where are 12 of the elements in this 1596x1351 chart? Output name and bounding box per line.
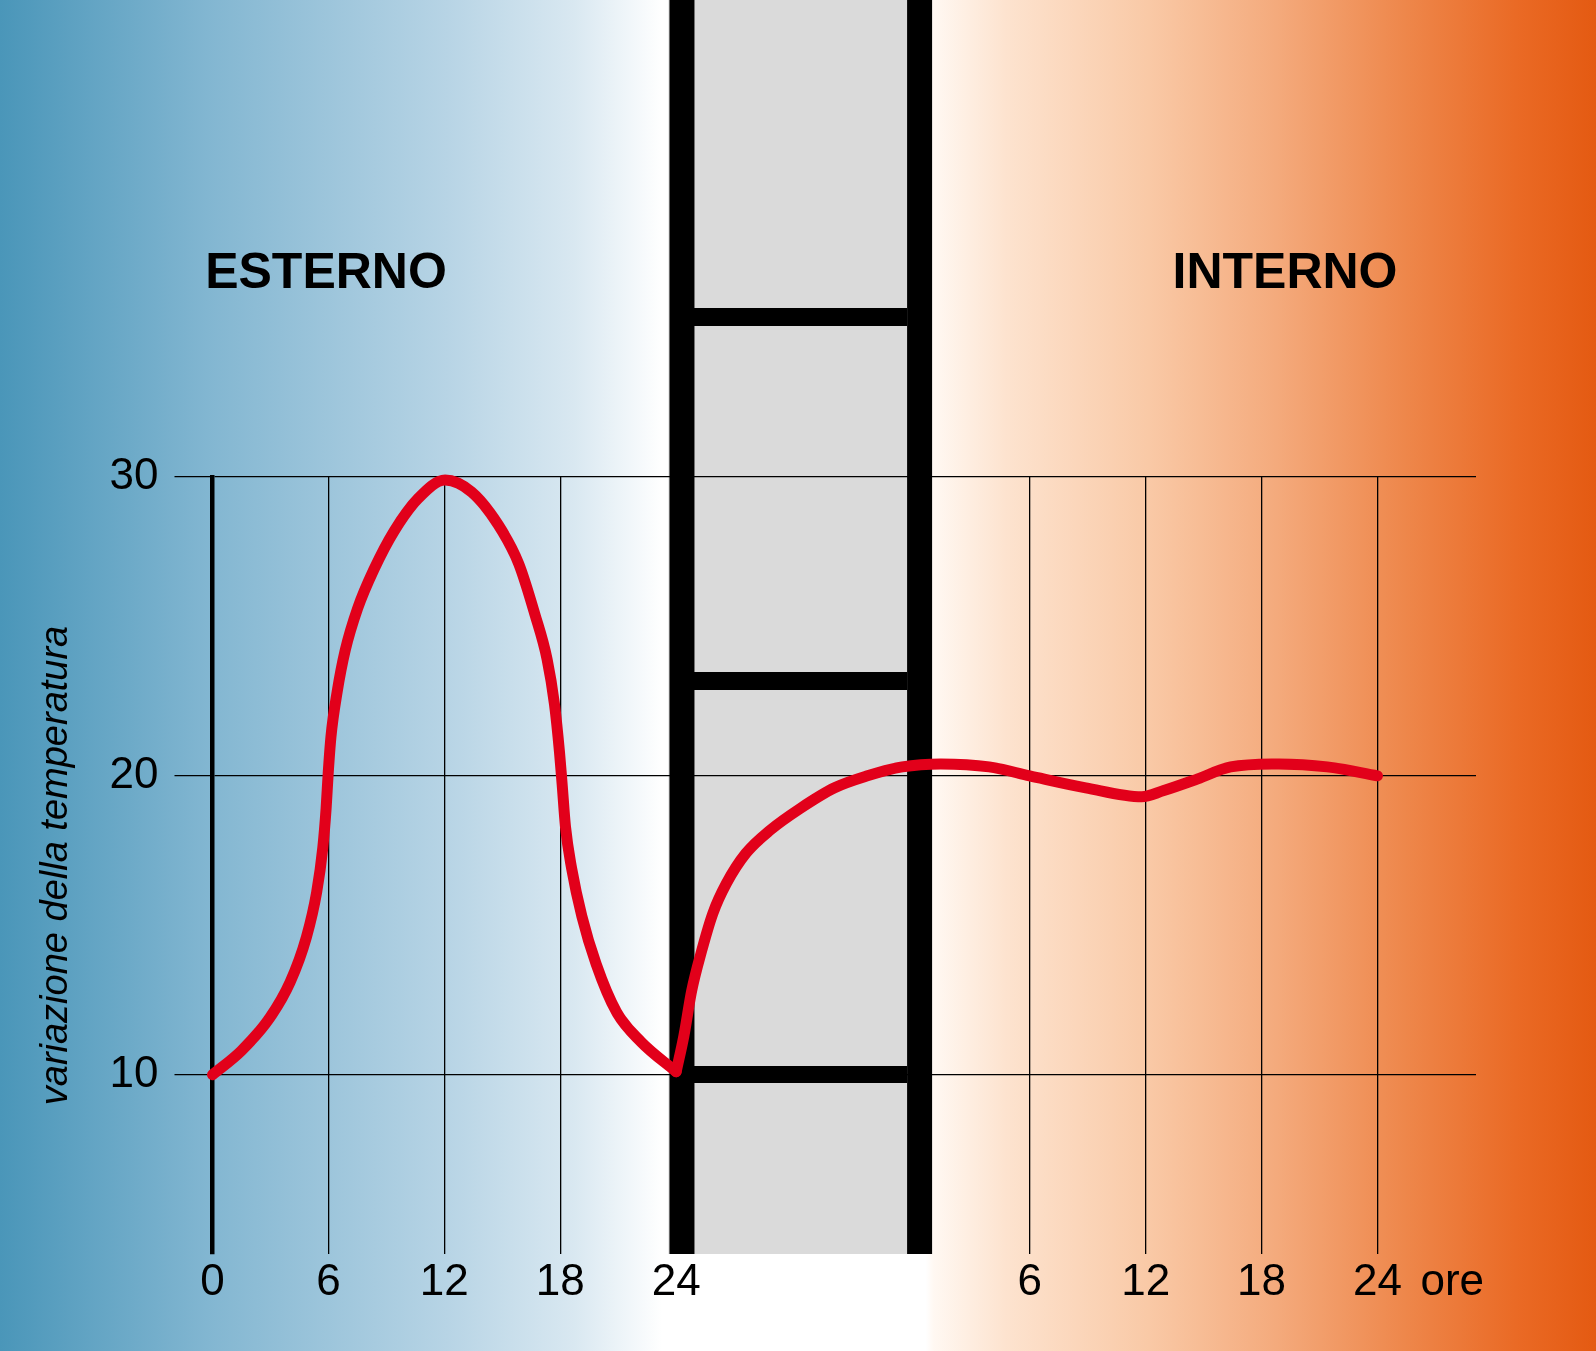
x-tick-label: 12 <box>419 1255 469 1305</box>
x-tick-label: 0 <box>200 1255 225 1305</box>
y-tick-label: 30 <box>109 449 159 499</box>
x-tick-label: 18 <box>535 1255 585 1305</box>
y-axis-title: variazione della temperatura <box>33 625 76 1106</box>
x-tick-label: 24 <box>651 1255 701 1305</box>
text: ESTERNO <box>205 242 447 299</box>
y-tick-label: 10 <box>109 1046 159 1096</box>
text: INTERNO <box>1172 242 1398 299</box>
y-tick-label: 20 <box>109 747 159 797</box>
x-axis-title: ore <box>1420 1255 1484 1305</box>
x-tick-label: 6 <box>316 1255 341 1305</box>
